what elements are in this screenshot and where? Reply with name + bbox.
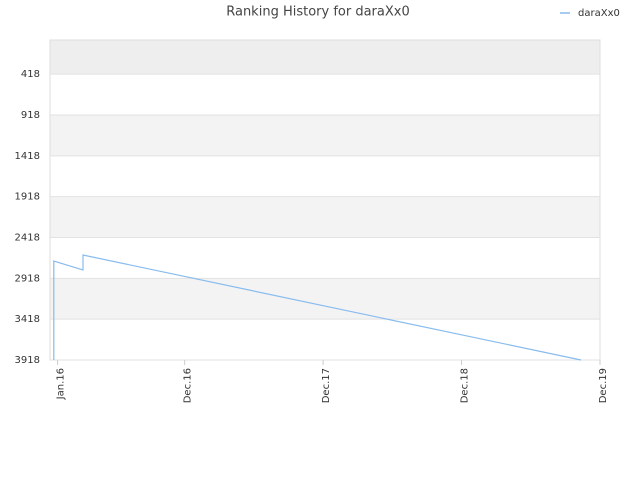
grid-band bbox=[50, 237, 600, 279]
x-tick-label: Dec.16 bbox=[183, 368, 194, 403]
grid-band bbox=[50, 74, 600, 115]
y-tick-label: 1918 bbox=[15, 192, 40, 203]
y-tick-label: 3918 bbox=[15, 355, 40, 366]
x-tick-label: Dec.19 bbox=[598, 368, 609, 403]
grid-band bbox=[50, 40, 600, 75]
y-tick-label: 3418 bbox=[15, 314, 40, 325]
line bbox=[53, 254, 582, 361]
grid-band bbox=[50, 196, 600, 238]
x-tick-label: Dec.17 bbox=[321, 368, 332, 403]
grid-band bbox=[50, 278, 600, 320]
y-tick-label: 2918 bbox=[15, 273, 40, 284]
legend-label: daraXx0 bbox=[578, 8, 620, 19]
x-tick-label: Jan.16 bbox=[56, 368, 67, 400]
grid-band bbox=[50, 319, 600, 360]
y-tick-label: 1418 bbox=[15, 151, 40, 162]
grid-band bbox=[50, 155, 600, 197]
x-tick-label: Dec.18 bbox=[460, 368, 471, 403]
grid-band bbox=[50, 114, 600, 156]
y-tick-label: 918 bbox=[21, 110, 40, 121]
y-tick-label: 418 bbox=[21, 69, 40, 80]
chart-title: Ranking History for daraXx0 bbox=[226, 5, 410, 20]
y-tick-label: 2418 bbox=[15, 232, 40, 243]
